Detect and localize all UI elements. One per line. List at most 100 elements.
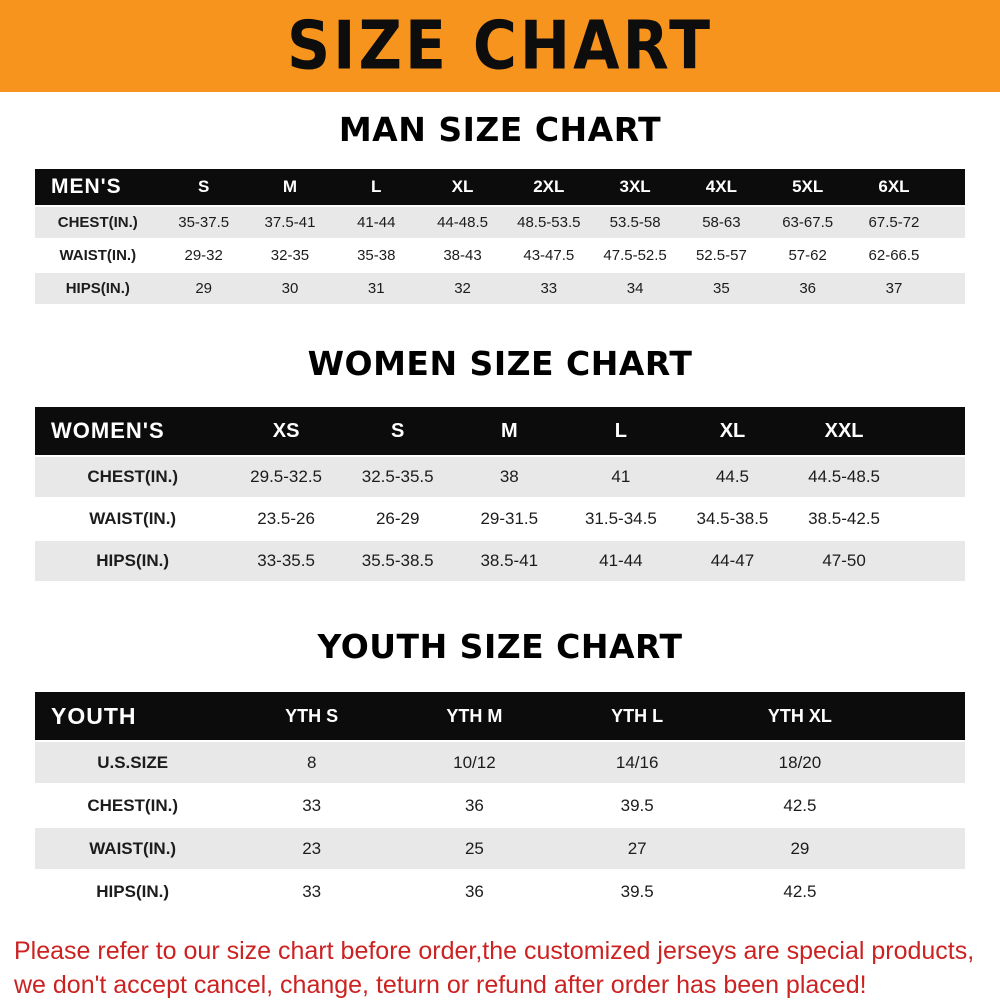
size-value-cell: 35-38 (333, 240, 420, 271)
size-value-cell: 33 (505, 273, 592, 304)
page-title: SIZE CHART (286, 6, 714, 86)
table-row: HIPS(IN.) 29 30 31 32 33 34 35 36 37 (35, 273, 965, 304)
header-spacer (899, 407, 965, 455)
size-value-cell: 44-47 (676, 541, 789, 581)
size-value-cell: 39.5 (555, 871, 719, 912)
size-value-cell: 38.5-42.5 (788, 499, 900, 539)
size-column-header: 6XL (850, 169, 938, 205)
size-value-cell: 26-29 (341, 499, 454, 539)
table-header-row: MEN'S S M L XL 2XL 3XL 4XL 5XL 6XL (35, 169, 965, 205)
size-value-cell: 29-31.5 (453, 499, 566, 539)
table-header-row: WOMEN'S XS S M L XL XXL (35, 407, 965, 455)
table-row: WAIST(IN.) 23 25 27 29 (35, 828, 965, 869)
size-value-cell: 29-32 (160, 240, 247, 271)
size-value-cell: 34 (591, 273, 679, 304)
notice-line-1: Please refer to our size chart before or… (14, 937, 975, 965)
women-section-heading: WOMEN SIZE CHART (307, 344, 693, 383)
size-value-cell: 36 (393, 785, 556, 826)
size-value-cell: 38-43 (419, 240, 506, 271)
table-title-cell: WOMEN'S (35, 407, 231, 455)
measurement-label: HIPS(IN.) (35, 871, 231, 912)
table-row: WAIST(IN.) 23.5-26 26-29 29-31.5 31.5-34.5 34… (35, 499, 965, 539)
size-value-cell: 32-35 (246, 240, 334, 271)
size-value-cell: 44.5 (676, 457, 789, 497)
size-value-cell: 8 (230, 742, 394, 783)
size-value-cell: 29 (160, 273, 247, 304)
size-value-cell: 41-44 (333, 207, 420, 238)
row-spacer (881, 785, 965, 826)
size-column-header: 3XL (591, 169, 679, 205)
size-value-cell: 43-47.5 (505, 240, 592, 271)
size-column-header: XS (230, 407, 342, 455)
row-spacer (937, 240, 965, 271)
size-value-cell: 67.5-72 (850, 207, 938, 238)
table-header-row: YOUTH YTH S YTH M YTH L YTH XL (35, 692, 965, 740)
size-value-cell: 35-37.5 (160, 207, 247, 238)
size-value-cell: 18/20 (718, 742, 882, 783)
size-value-cell: 36 (764, 273, 851, 304)
size-value-cell: 42.5 (718, 871, 882, 912)
man-section-heading: MAN SIZE CHART (338, 110, 662, 149)
size-value-cell: 44.5-48.5 (788, 457, 900, 497)
size-value-cell: 35 (678, 273, 765, 304)
size-column-header: YTH M (393, 692, 556, 740)
row-spacer (881, 742, 965, 783)
measurement-label: CHEST(IN.) (35, 785, 231, 826)
size-value-cell: 44-48.5 (419, 207, 506, 238)
measurement-label: U.S.SIZE (35, 742, 231, 783)
size-column-header: S (341, 407, 454, 455)
youth-section-heading: YOUTH SIZE CHART (317, 627, 683, 666)
measurement-label: WAIST(IN.) (35, 499, 231, 539)
size-value-cell: 37 (850, 273, 938, 304)
table-row: U.S.SIZE 8 10/12 14/16 18/20 (35, 742, 965, 783)
size-value-cell: 31.5-34.5 (565, 499, 677, 539)
men-size-table-container: MEN'S S M L XL 2XL 3XL 4XL 5XL 6XL CHEST(IN.) 35-37… (0, 167, 1000, 306)
size-value-cell: 48.5-53.5 (505, 207, 592, 238)
size-value-cell: 27 (555, 828, 719, 869)
size-value-cell: 53.5-58 (591, 207, 679, 238)
size-value-cell: 10/12 (393, 742, 556, 783)
size-column-header: L (565, 407, 677, 455)
size-value-cell: 23 (230, 828, 394, 869)
size-value-cell: 29 (718, 828, 882, 869)
row-spacer (937, 273, 965, 304)
size-table: YOUTH YTH S YTH M YTH L YTH XL U.S.SIZE 8 10/12… (35, 690, 965, 914)
size-column-header: 5XL (764, 169, 851, 205)
women-size-section: WOMEN SIZE CHART WOMEN'S XS S M L XL XXL CHEST(… (0, 344, 1000, 583)
size-value-cell: 23.5-26 (230, 499, 342, 539)
size-column-header: YTH XL (718, 692, 882, 740)
header-spacer (937, 169, 965, 205)
size-value-cell: 58-63 (678, 207, 765, 238)
header-spacer (881, 692, 965, 740)
size-value-cell: 32 (419, 273, 506, 304)
size-value-cell: 33 (230, 785, 394, 826)
size-column-header: YTH S (230, 692, 394, 740)
row-spacer (881, 828, 965, 869)
banner: SIZE CHART (0, 0, 1000, 92)
measurement-label: CHEST(IN.) (35, 207, 161, 238)
size-value-cell: 34.5-38.5 (676, 499, 789, 539)
size-value-cell: 63-67.5 (764, 207, 851, 238)
size-value-cell: 29.5-32.5 (230, 457, 342, 497)
size-value-cell: 41-44 (565, 541, 677, 581)
row-spacer (937, 207, 965, 238)
man-size-section: MAN SIZE CHART MEN'S S M L XL 2XL 3XL 4XL 5XL 6XL… (0, 110, 1000, 306)
size-value-cell: 14/16 (555, 742, 719, 783)
notice-line-2: we don't accept cancel, change, teturn o… (14, 971, 867, 999)
size-value-cell: 25 (393, 828, 556, 869)
size-value-cell: 39.5 (555, 785, 719, 826)
size-column-header: M (246, 169, 334, 205)
size-column-header: 2XL (505, 169, 592, 205)
row-spacer (899, 499, 965, 539)
size-column-header: XL (676, 407, 789, 455)
size-column-header: 4XL (678, 169, 765, 205)
size-value-cell: 52.5-57 (678, 240, 765, 271)
table-title-cell: MEN'S (35, 169, 161, 205)
size-value-cell: 38 (453, 457, 566, 497)
table-row: HIPS(IN.) 33 36 39.5 42.5 (35, 871, 965, 912)
size-value-cell: 32.5-35.5 (341, 457, 454, 497)
size-value-cell: 35.5-38.5 (341, 541, 454, 581)
row-spacer (881, 871, 965, 912)
youth-size-table-container: YOUTH YTH S YTH M YTH L YTH XL U.S.SIZE 8 10/12… (0, 690, 1000, 914)
